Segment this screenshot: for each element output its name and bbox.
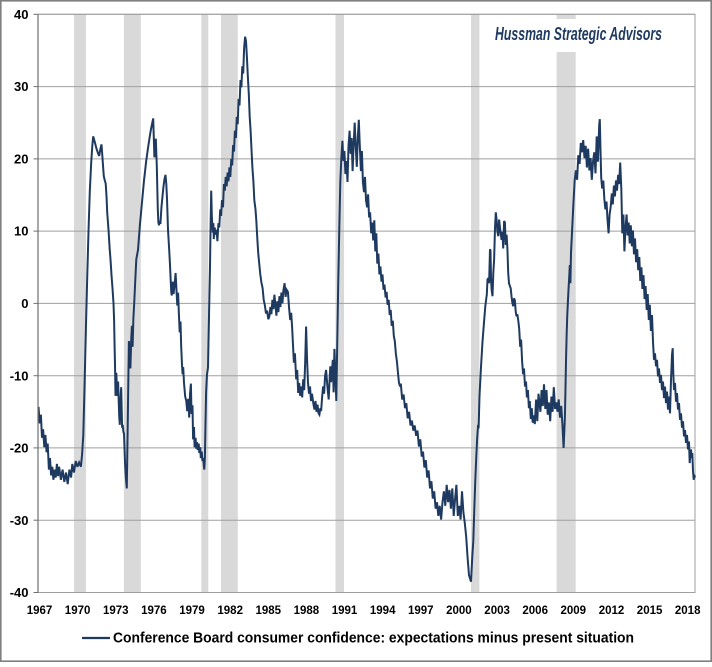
svg-text:30: 30 bbox=[14, 79, 28, 94]
svg-text:Conference Board consumer conf: Conference Board consumer confidence: ex… bbox=[113, 631, 634, 647]
svg-text:2006: 2006 bbox=[522, 605, 548, 617]
svg-text:2018: 2018 bbox=[675, 605, 701, 617]
svg-text:1970: 1970 bbox=[65, 605, 91, 617]
svg-text:40: 40 bbox=[14, 7, 28, 22]
svg-text:1979: 1979 bbox=[179, 605, 205, 617]
svg-text:10: 10 bbox=[14, 224, 28, 239]
svg-text:-20: -20 bbox=[10, 441, 29, 456]
svg-text:2015: 2015 bbox=[637, 605, 663, 617]
svg-text:1991: 1991 bbox=[332, 605, 358, 617]
svg-text:1985: 1985 bbox=[256, 605, 282, 617]
svg-text:0: 0 bbox=[21, 296, 28, 311]
svg-text:-30: -30 bbox=[10, 513, 29, 528]
svg-text:1973: 1973 bbox=[103, 605, 129, 617]
svg-text:20: 20 bbox=[14, 152, 28, 167]
svg-text:1994: 1994 bbox=[370, 605, 396, 617]
svg-text:-10: -10 bbox=[10, 368, 29, 383]
svg-text:1967: 1967 bbox=[27, 605, 53, 617]
svg-text:Hussman Strategic Advisors: Hussman Strategic Advisors bbox=[495, 24, 662, 44]
svg-text:-40: -40 bbox=[10, 585, 29, 600]
svg-text:1988: 1988 bbox=[294, 605, 320, 617]
svg-text:1982: 1982 bbox=[217, 605, 243, 617]
svg-text:1976: 1976 bbox=[141, 605, 167, 617]
svg-text:2000: 2000 bbox=[446, 605, 472, 617]
svg-text:1997: 1997 bbox=[408, 605, 434, 617]
svg-text:2009: 2009 bbox=[561, 605, 587, 617]
svg-text:2012: 2012 bbox=[599, 605, 625, 617]
svg-text:2003: 2003 bbox=[484, 605, 510, 617]
